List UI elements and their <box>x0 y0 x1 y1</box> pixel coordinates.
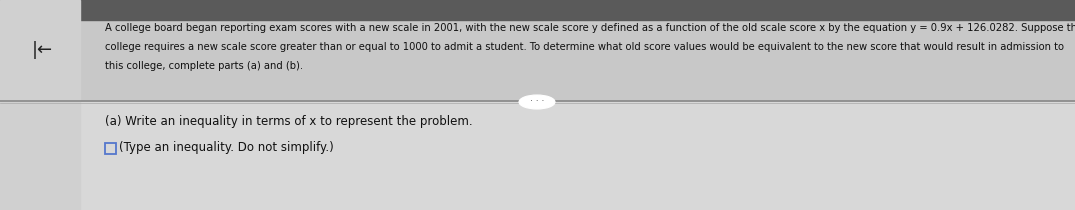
Text: · · ·: · · · <box>530 97 544 106</box>
Text: (a) Write an inequality in terms of x to represent the problem.: (a) Write an inequality in terms of x to… <box>105 116 473 129</box>
Bar <box>0 102 1075 210</box>
Text: (Type an inequality. Do not simplify.): (Type an inequality. Do not simplify.) <box>119 142 333 155</box>
Bar <box>0 0 80 210</box>
Bar <box>105 143 116 154</box>
Text: college requires a new scale score greater than or equal to 1000 to admit a stud: college requires a new scale score great… <box>105 42 1064 52</box>
Ellipse shape <box>519 95 555 109</box>
Bar <box>0 0 1075 102</box>
Bar <box>0 0 1075 20</box>
Text: |←: |← <box>31 41 53 59</box>
Text: this college, complete parts (a) and (b).: this college, complete parts (a) and (b)… <box>105 61 303 71</box>
Text: A college board began reporting exam scores with a new scale in 2001, with the n: A college board began reporting exam sco… <box>105 23 1075 33</box>
